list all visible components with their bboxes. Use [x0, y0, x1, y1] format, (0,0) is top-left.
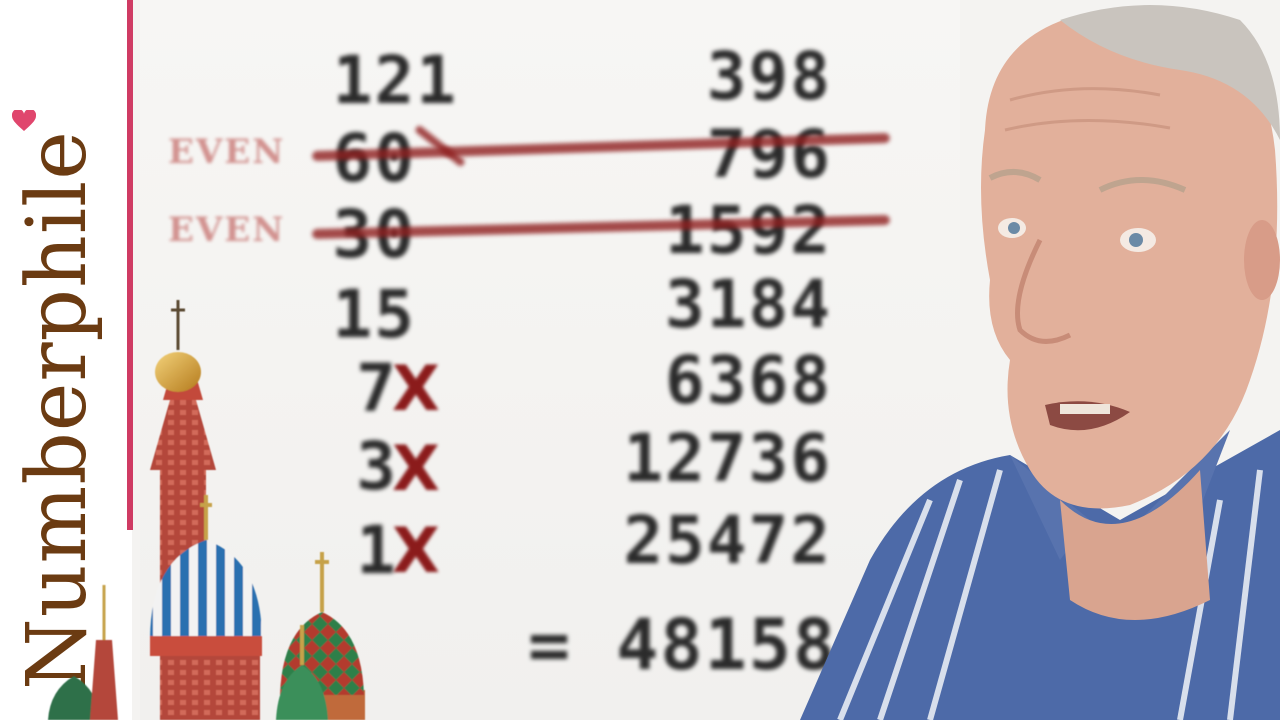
- cross-mark: X: [392, 514, 440, 587]
- result-total: = 48158: [528, 604, 838, 686]
- left-number: 15: [332, 276, 416, 353]
- left-number: 3: [356, 428, 398, 505]
- even-label: EVEN: [168, 132, 286, 172]
- cross-mark: X: [392, 352, 440, 425]
- heart-icon: [12, 110, 36, 131]
- left-number: 121: [332, 42, 458, 119]
- presenter-illustration: [800, 5, 1280, 720]
- right-number: 398: [706, 38, 832, 115]
- right-number: 25472: [623, 502, 832, 579]
- cross-mark: X: [392, 432, 440, 505]
- right-number: 796: [706, 116, 832, 193]
- left-number: 7: [356, 350, 398, 427]
- left-number: 1: [356, 512, 398, 589]
- cathedral-illustration: [48, 300, 365, 720]
- right-number: 3184: [665, 266, 832, 343]
- whiteboard: [140, 0, 960, 720]
- right-number: 6368: [665, 342, 832, 419]
- right-number: 12736: [623, 420, 832, 497]
- even-label: EVEN: [168, 210, 286, 250]
- right-number: 1592: [665, 192, 832, 269]
- brand-accent-line: [127, 0, 133, 530]
